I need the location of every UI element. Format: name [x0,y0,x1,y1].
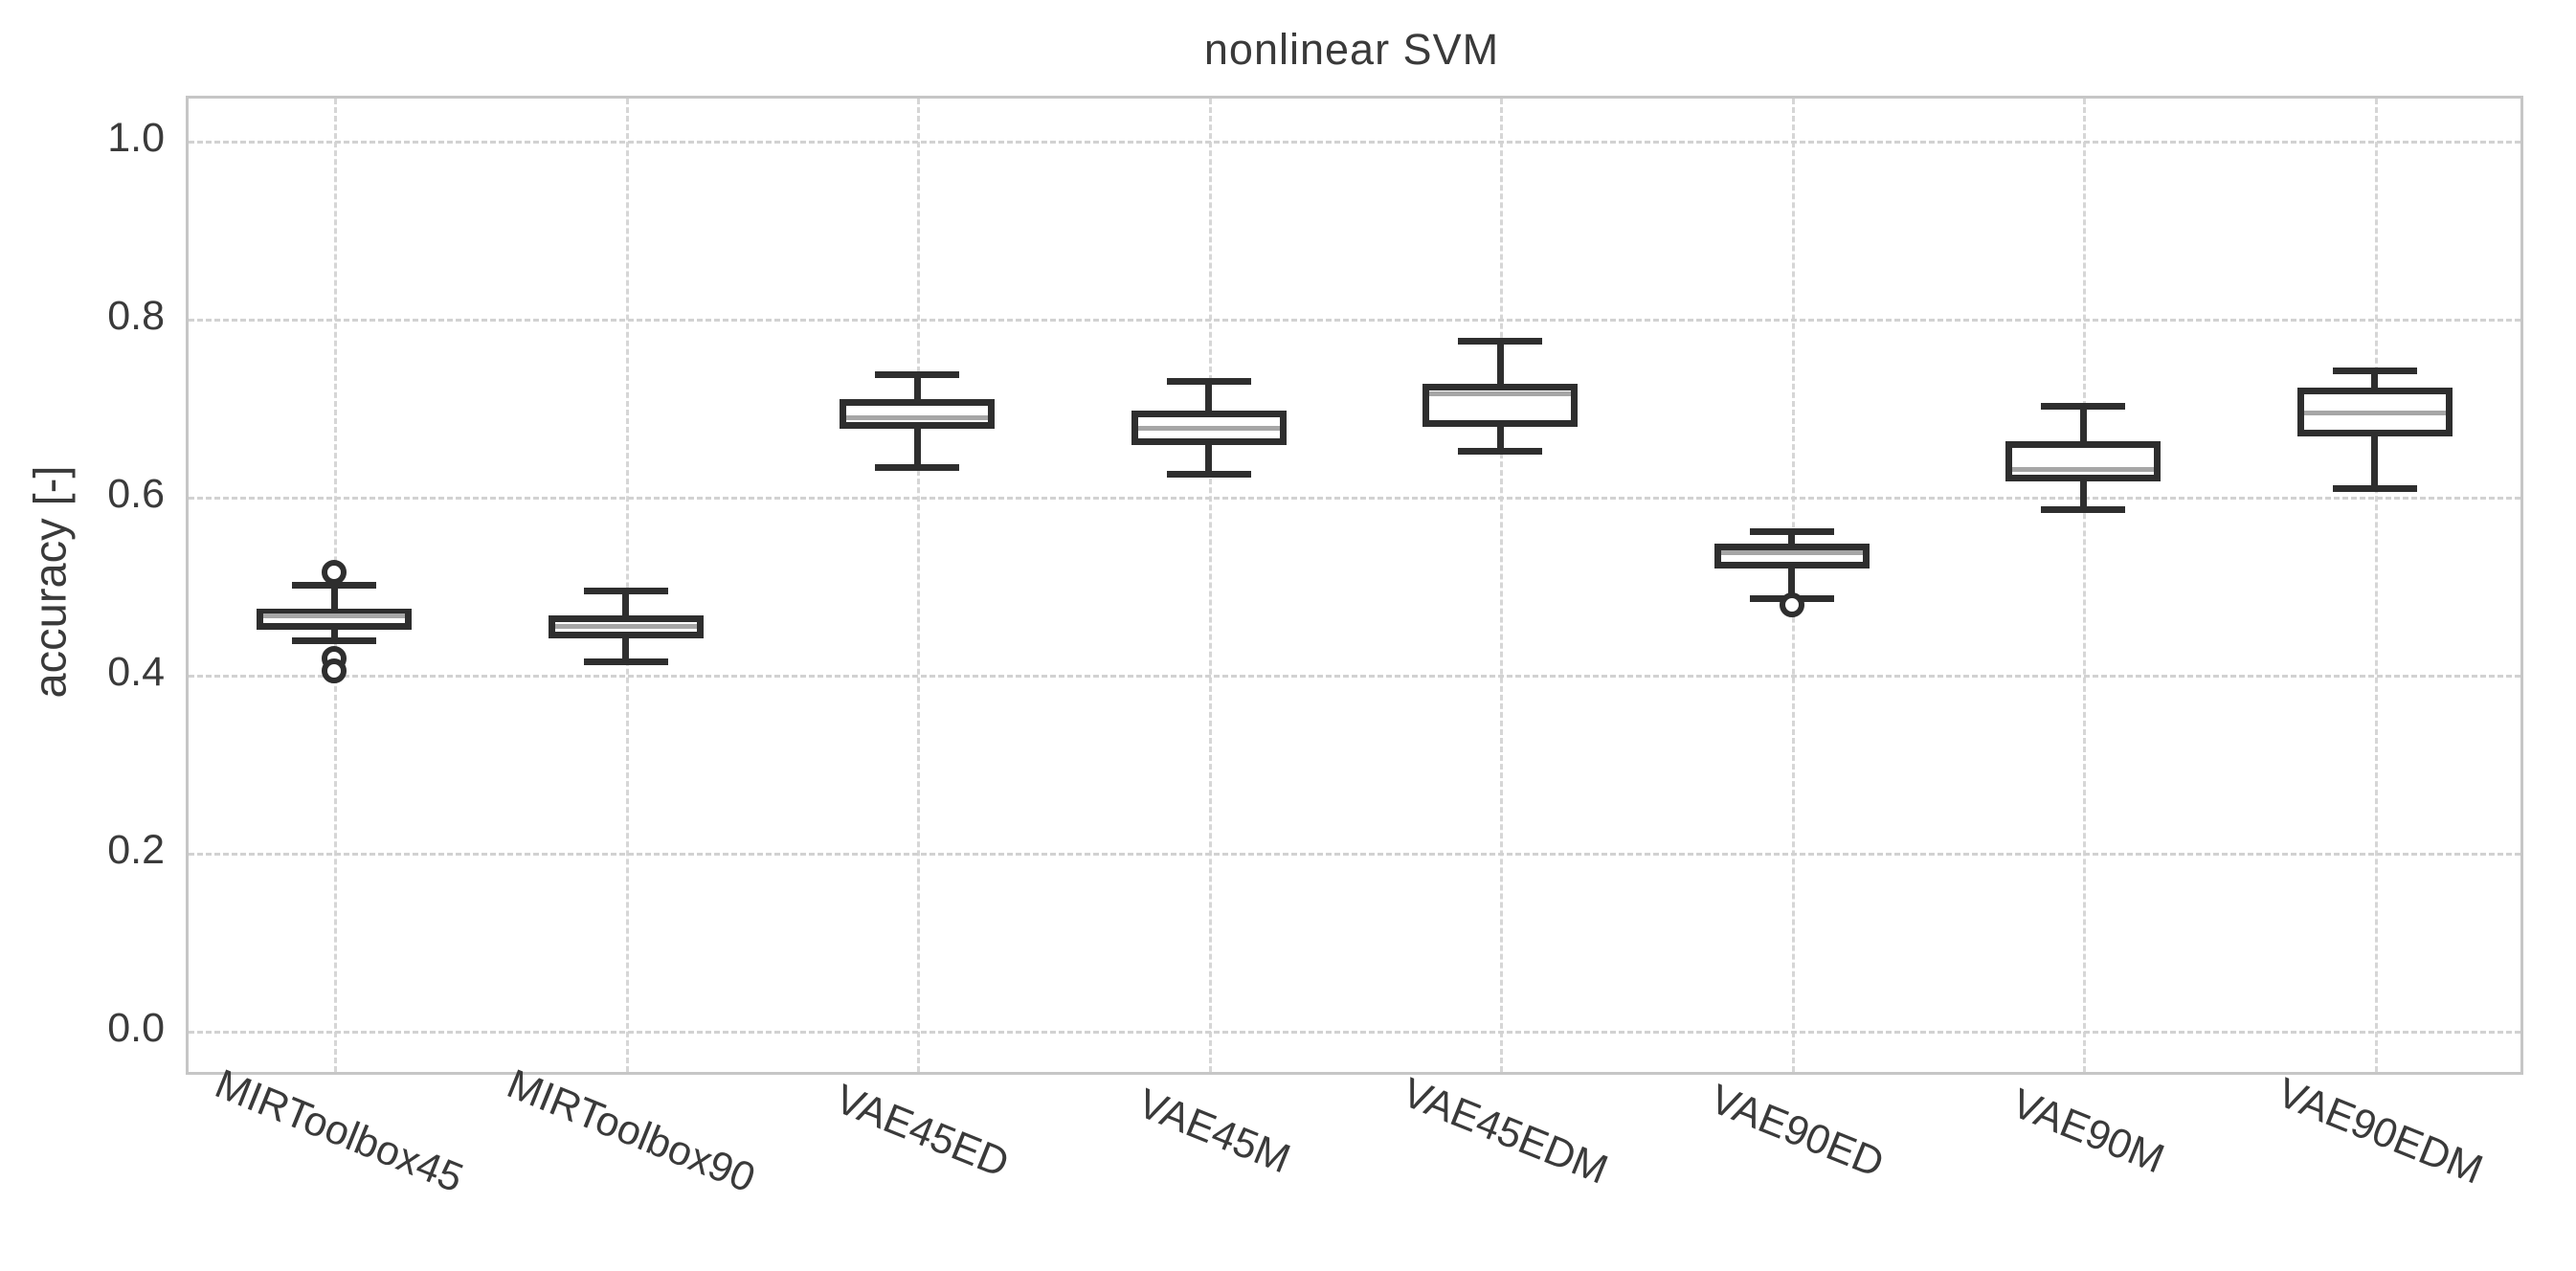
horizontal-gridline [189,497,2520,500]
x-tick-label-text: MIRToolbox45 [209,1060,470,1202]
whisker-cap-high [1458,337,1543,345]
horizontal-gridline [189,141,2520,144]
x-tick-label-text: VAE45EDM [1396,1069,1615,1193]
y-tick-label: 0.4 [107,649,165,695]
chart-title: nonlinear SVM [1203,25,1500,74]
x-tick-label-text: VAE45ED [829,1076,1016,1187]
vertical-gridline [1500,99,1504,1072]
whisker-cap-high [583,588,668,595]
whisker-cap-low [875,463,960,471]
whisker-cap-low [2332,485,2417,493]
whisker-cap-low [1166,471,1251,479]
horizontal-gridline [189,675,2520,678]
y-tick-label: 0.8 [107,293,165,339]
outlier-point [1779,592,1804,618]
outlier-point [322,658,347,684]
median-line [1429,390,1572,396]
iqr-box [1714,544,1870,569]
x-tick-label-text: VAE90M [2005,1080,2171,1183]
whisker-cap-high [875,371,960,379]
vertical-gridline [2374,99,2378,1072]
whisker-cap-high [292,581,377,589]
y-tick-label: 0.6 [107,471,165,517]
vertical-gridline [917,99,921,1072]
outlier-point [322,560,347,586]
whisker-cap-high [2332,368,2417,375]
median-line [846,414,989,420]
median-line [263,613,406,619]
whisker-cap-low [2041,505,2126,513]
median-line [554,624,697,630]
horizontal-gridline [189,319,2520,322]
median-line [2303,411,2446,416]
y-tick-label: 0.0 [107,1005,165,1051]
median-line [1137,425,1280,431]
whisker-cap-low [583,658,668,666]
iqr-box [1422,383,1579,428]
plot-area [186,96,2523,1075]
vertical-gridline [1208,99,1212,1072]
whisker-cap-low [292,637,377,645]
y-tick-label: 0.2 [107,827,165,873]
x-tick-label-text: VAE45M [1131,1080,1297,1183]
iqr-box [2005,441,2162,482]
x-tick-label-text: VAE90EDM [2271,1069,2489,1193]
median-line [1720,550,1863,556]
whisker-cap-high [2041,402,2126,410]
iqr-box [257,609,413,630]
x-tick-label-text: MIRToolbox90 [500,1060,761,1202]
whisker-cap-high [1166,377,1251,385]
whisker-cap-low [1458,448,1543,456]
iqr-box [840,398,996,430]
y-tick-label: 1.0 [107,115,165,161]
whisker-cap-high [1749,527,1834,535]
horizontal-gridline [189,853,2520,856]
x-tick-label-text: VAE90ED [1703,1076,1891,1187]
median-line [2012,466,2155,472]
vertical-gridline [625,99,629,1072]
horizontal-gridline [189,1031,2520,1034]
vertical-gridline [2083,99,2087,1072]
